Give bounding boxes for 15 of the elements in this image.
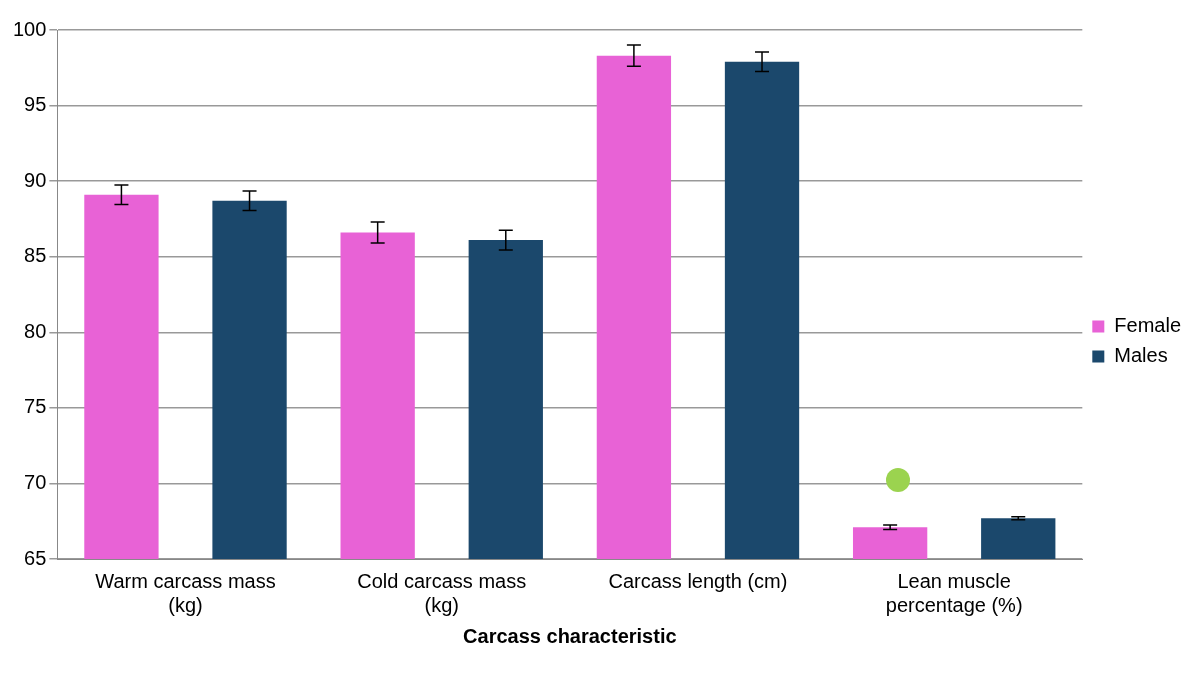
y-tick-label: 70 [24,470,47,493]
x-tick-label: Lean muscle percentage (%) [885,569,1023,616]
legend-label: Males [1114,344,1168,367]
y-tick-label: 75 [24,395,47,418]
y-tick-label: 90 [24,168,47,191]
legend-label: Female [1114,314,1182,337]
x-tick-label: Cold carcass mass (kg) [357,569,527,616]
x-axis-title: Carcass characteristic [463,624,677,647]
y-tick-label: 100 [12,17,47,40]
y-tick-label: 95 [24,93,47,116]
y-tick-label: 85 [24,244,47,267]
y-tick-label: 65 [24,546,47,569]
x-tick-label: Carcass length (cm) [608,569,788,592]
x-tick-label: Warm carcass mass (kg) [95,569,276,616]
y-tick-label: 80 [24,319,47,342]
